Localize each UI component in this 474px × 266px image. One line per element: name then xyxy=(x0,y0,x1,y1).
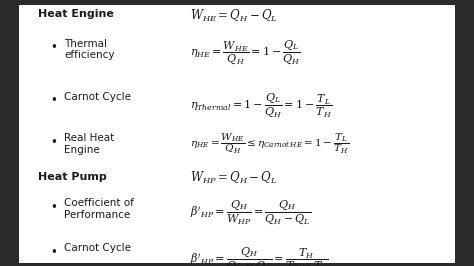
Text: $W_{HE} = Q_H - Q_L$: $W_{HE} = Q_H - Q_L$ xyxy=(190,8,278,24)
Text: $\beta'_{HP} = \dfrac{Q_H}{Q_H - Q_L} = \dfrac{T_H}{T_H - T_L}$: $\beta'_{HP} = \dfrac{Q_H}{Q_H - Q_L} = … xyxy=(190,245,328,266)
Text: •: • xyxy=(50,201,57,214)
Text: •: • xyxy=(50,246,57,259)
Text: Heat Engine: Heat Engine xyxy=(38,9,114,19)
Text: •: • xyxy=(50,94,57,107)
Text: •: • xyxy=(50,41,57,54)
Text: $\eta_{HE} = \dfrac{W_{HE}}{Q_H} \leq \eta_{Carnot\, HE} = 1 - \dfrac{T_L}{T_H}$: $\eta_{HE} = \dfrac{W_{HE}}{Q_H} \leq \e… xyxy=(190,132,349,156)
Text: Real Heat
Engine: Real Heat Engine xyxy=(64,133,114,155)
Text: Carnot Cycle: Carnot Cycle xyxy=(64,243,131,253)
Text: Thermal
efficiency: Thermal efficiency xyxy=(64,39,115,60)
Text: $\eta_{Thermal} = 1 - \dfrac{Q_L}{Q_H} = 1 - \dfrac{T_L}{T_H}$: $\eta_{Thermal} = 1 - \dfrac{Q_L}{Q_H} =… xyxy=(190,91,332,119)
Text: $\eta_{HE} = \dfrac{W_{HE}}{Q_H} = 1 - \dfrac{Q_L}{Q_H}$: $\eta_{HE} = \dfrac{W_{HE}}{Q_H} = 1 - \… xyxy=(190,39,301,66)
Text: $W_{HP} = Q_H - Q_L$: $W_{HP} = Q_H - Q_L$ xyxy=(190,170,277,186)
Text: •: • xyxy=(50,136,57,149)
Text: Carnot Cycle: Carnot Cycle xyxy=(64,92,131,102)
Text: Heat Pump: Heat Pump xyxy=(38,172,107,182)
Text: Coefficient of
Performance: Coefficient of Performance xyxy=(64,198,134,220)
Text: $\beta'_{HP} = \dfrac{Q_H}{W_{HP}} = \dfrac{Q_H}{Q_H - Q_L}$: $\beta'_{HP} = \dfrac{Q_H}{W_{HP}} = \df… xyxy=(190,198,311,226)
